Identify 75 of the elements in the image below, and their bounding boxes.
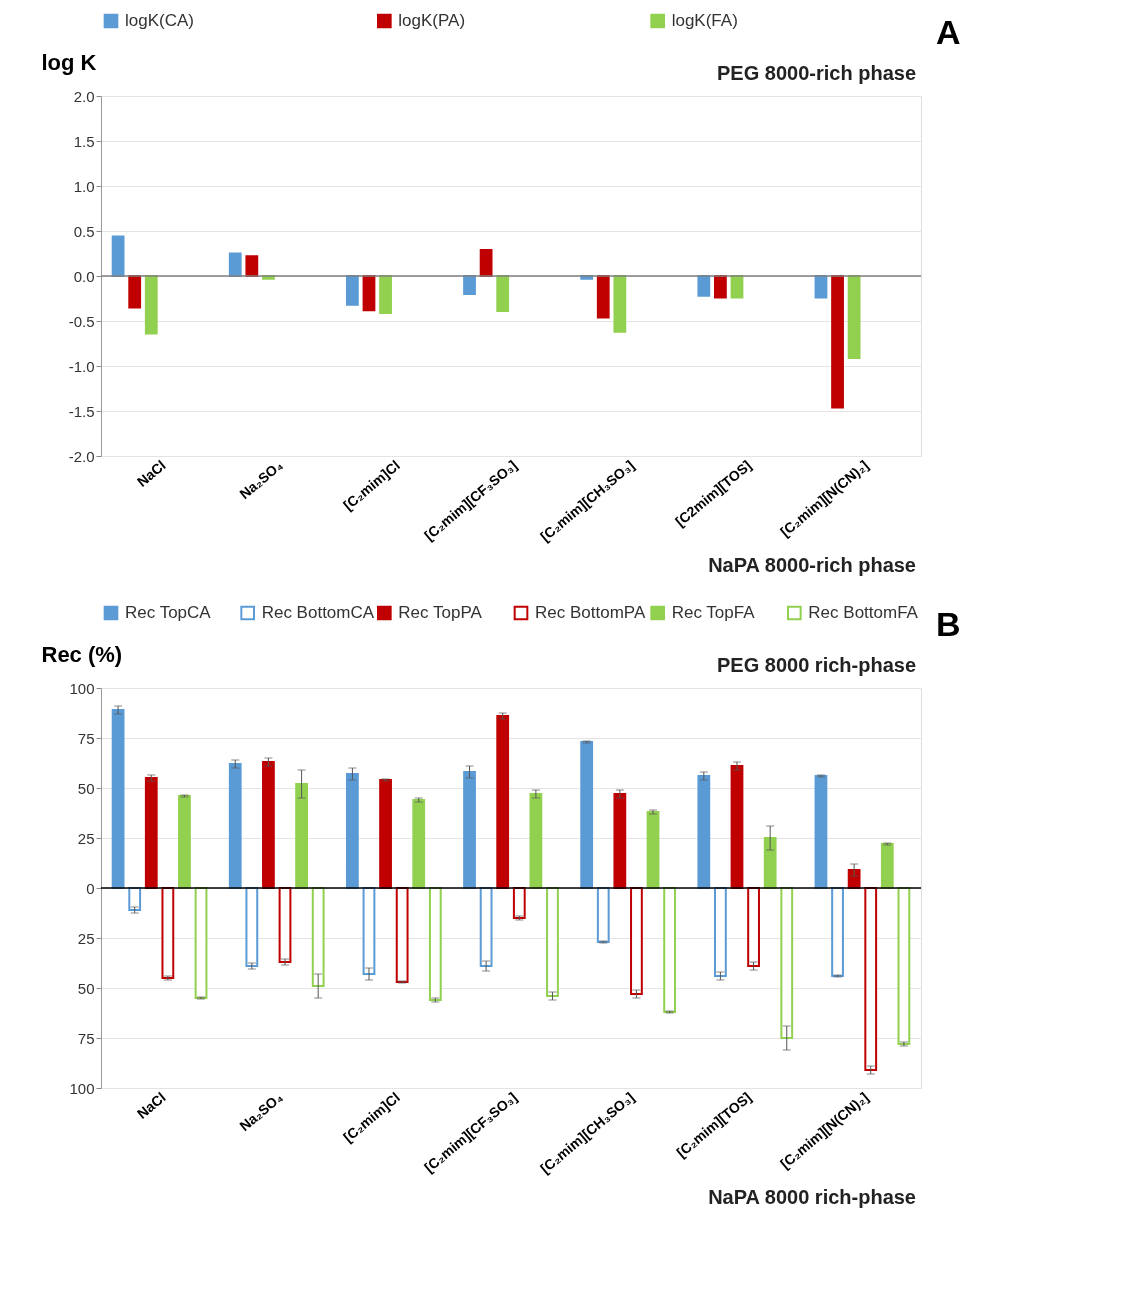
bar xyxy=(178,795,191,889)
y-tick-label: 1.5 xyxy=(73,132,95,150)
bar xyxy=(714,275,727,299)
text: NaPA 8000-rich phase xyxy=(708,554,916,576)
bar xyxy=(128,275,142,309)
legend-label: Rec BottomPA xyxy=(535,603,646,622)
bar xyxy=(194,887,208,999)
text: PEG 8000-rich phase xyxy=(717,62,916,84)
bar xyxy=(379,275,392,314)
y-tick-label: -2.0 xyxy=(68,447,95,465)
legend-label: Rec BottomFA xyxy=(808,603,919,622)
y-tick-label: 100 xyxy=(69,679,95,697)
chart-title: A xyxy=(936,13,961,51)
y-tick-label: -0.5 xyxy=(68,312,95,330)
chart-title: B xyxy=(936,605,961,643)
bar xyxy=(580,741,594,889)
y-axis-title: log K xyxy=(41,49,97,75)
y-tick-label: 1.0 xyxy=(73,177,95,195)
bar xyxy=(697,275,711,297)
y-tick-label: 25 xyxy=(77,929,95,947)
y-axis-title: Rec (%) xyxy=(41,641,123,667)
bar xyxy=(346,773,359,889)
bar xyxy=(763,837,777,889)
y-tick-label: 2.0 xyxy=(73,87,95,105)
bar xyxy=(479,887,493,967)
y-tick-label: 75 xyxy=(77,729,95,747)
text: PEG 8000 rich-phase xyxy=(717,654,916,676)
bar xyxy=(596,887,610,943)
legend-label: logK(CA) xyxy=(125,11,194,30)
legend-label: Rec BottomCA xyxy=(261,603,375,622)
bar xyxy=(512,887,526,919)
bar xyxy=(613,275,627,333)
legend-label: logK(FA) xyxy=(671,11,738,30)
bar xyxy=(295,783,308,889)
y-tick-label: 50 xyxy=(77,779,95,797)
bar xyxy=(831,887,844,977)
y-tick-label: 0 xyxy=(86,879,95,897)
bar xyxy=(412,799,426,889)
legend-label: Rec TopCA xyxy=(125,603,212,622)
y-tick-label: 50 xyxy=(77,979,95,997)
bar xyxy=(428,887,442,1001)
legend-label: logK(PA) xyxy=(398,11,466,30)
bar xyxy=(245,255,259,277)
bar xyxy=(346,275,359,306)
bar xyxy=(646,811,660,889)
legend-label: Rec TopFA xyxy=(671,603,756,622)
bar xyxy=(880,843,894,889)
bar xyxy=(379,779,392,889)
bar xyxy=(463,771,476,889)
y-tick-label: 0.5 xyxy=(73,222,95,240)
y-tick-label: -1.5 xyxy=(68,402,95,420)
bar xyxy=(463,275,476,295)
bar xyxy=(311,887,325,987)
bar xyxy=(362,887,376,975)
y-tick-label: 0.0 xyxy=(73,267,95,285)
text: NaPA 8000 rich-phase xyxy=(708,1186,916,1208)
bar xyxy=(897,887,911,1045)
bar xyxy=(144,275,158,335)
bar xyxy=(814,775,828,889)
bar xyxy=(831,275,844,409)
bar xyxy=(596,275,610,319)
bar xyxy=(479,248,493,277)
y-tick-label: 75 xyxy=(77,1029,95,1047)
bar xyxy=(847,275,861,359)
y-tick-label: 25 xyxy=(77,829,95,847)
bar xyxy=(663,887,676,1013)
bar xyxy=(161,887,175,979)
legend-label: Rec TopPA xyxy=(398,603,483,622)
y-tick-label: -1.0 xyxy=(68,357,95,375)
bar xyxy=(780,887,794,1039)
bar xyxy=(395,887,409,983)
y-tick-label: 100 xyxy=(69,1079,95,1097)
bar xyxy=(111,235,125,277)
bar xyxy=(228,252,242,277)
bar xyxy=(496,275,510,313)
